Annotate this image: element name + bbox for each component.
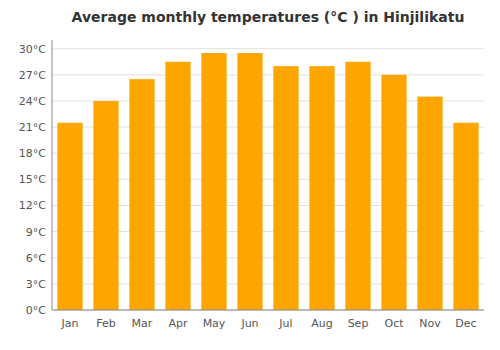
bar: [345, 62, 370, 310]
x-tick-label: Aug: [311, 317, 332, 330]
bar: [381, 75, 406, 310]
x-tick-label: Mar: [132, 317, 153, 330]
grid-line: [52, 48, 484, 49]
chart: Average monthly temperatures (°C ) in Hi…: [0, 0, 500, 350]
x-tick-label: Dec: [455, 317, 476, 330]
x-tick-label: Jan: [61, 317, 79, 330]
y-tick-label: 27°C: [19, 69, 46, 82]
x-tick-label: Feb: [96, 317, 115, 330]
bar: [57, 123, 82, 310]
x-tick-label: Jul: [278, 317, 292, 330]
x-tick-label: Oct: [384, 317, 404, 330]
bar: [129, 79, 154, 310]
x-tick-label: Sep: [348, 317, 369, 330]
x-axis-line: [52, 310, 484, 311]
bar: [237, 53, 262, 310]
title: Average monthly temperatures (°C ) in Hi…: [72, 9, 465, 25]
y-tick-label: 21°C: [19, 121, 46, 134]
y-tick-label: 12°C: [19, 199, 46, 212]
x-tick-label: Nov: [419, 317, 441, 330]
y-axis-line: [52, 40, 53, 310]
x-tick-label: Jun: [240, 317, 258, 330]
bar: [453, 123, 478, 310]
bar: [309, 66, 334, 310]
grid-line: [52, 310, 484, 311]
y-tick-label: 15°C: [19, 173, 46, 186]
x-tick-label: Apr: [168, 317, 188, 330]
bar: [273, 66, 298, 310]
y-tick-label: 18°C: [19, 147, 46, 160]
y-tick-label: 30°C: [19, 43, 46, 56]
grid: [52, 49, 484, 310]
y-tick-label: 6°C: [26, 252, 46, 265]
y-tick-label: 9°C: [26, 226, 46, 239]
y-tick-label: 3°C: [26, 278, 46, 291]
bar: [417, 97, 442, 310]
y-tick-label: 0°C: [26, 304, 46, 317]
grid-line: [52, 74, 484, 75]
bar: [165, 62, 190, 310]
y-tick-label: 24°C: [19, 95, 46, 108]
x-tick-label: May: [203, 317, 226, 330]
bar: [201, 53, 226, 310]
bar: [93, 101, 118, 310]
bars: [57, 53, 478, 310]
